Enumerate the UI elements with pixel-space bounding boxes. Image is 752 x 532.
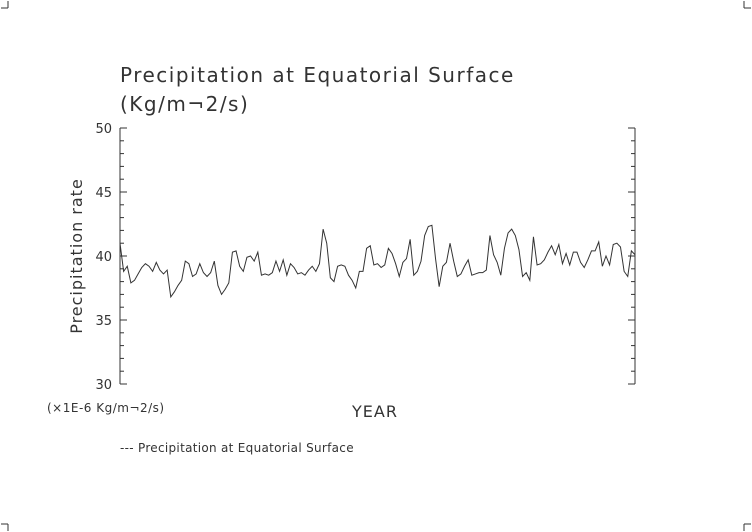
plot-frame <box>119 128 636 385</box>
y-ticks <box>120 127 635 385</box>
legend-entry: --- Precipitation at Equatorial Surface <box>120 441 354 455</box>
chart-subtitle: (Kg/m¬2/s) <box>120 92 249 116</box>
y-tick-label: 45 <box>95 186 112 201</box>
chart-title: Precipitation at Equatorial Surface <box>120 63 515 87</box>
y-tick-label: 50 <box>95 122 112 137</box>
y-axis-label: Precipitation rate <box>67 178 86 334</box>
y-unit-label: (×1E-6 Kg/m¬2/s) <box>47 401 165 415</box>
y-tick-label: 30 <box>95 378 112 393</box>
x-axis-label: YEAR <box>351 402 398 421</box>
y-tick-label: 40 <box>95 250 112 265</box>
series-line-precipitation <box>119 224 636 299</box>
y-tick-label: 35 <box>95 314 112 329</box>
y-tick-labels: 30 35 40 45 50 <box>95 122 112 393</box>
